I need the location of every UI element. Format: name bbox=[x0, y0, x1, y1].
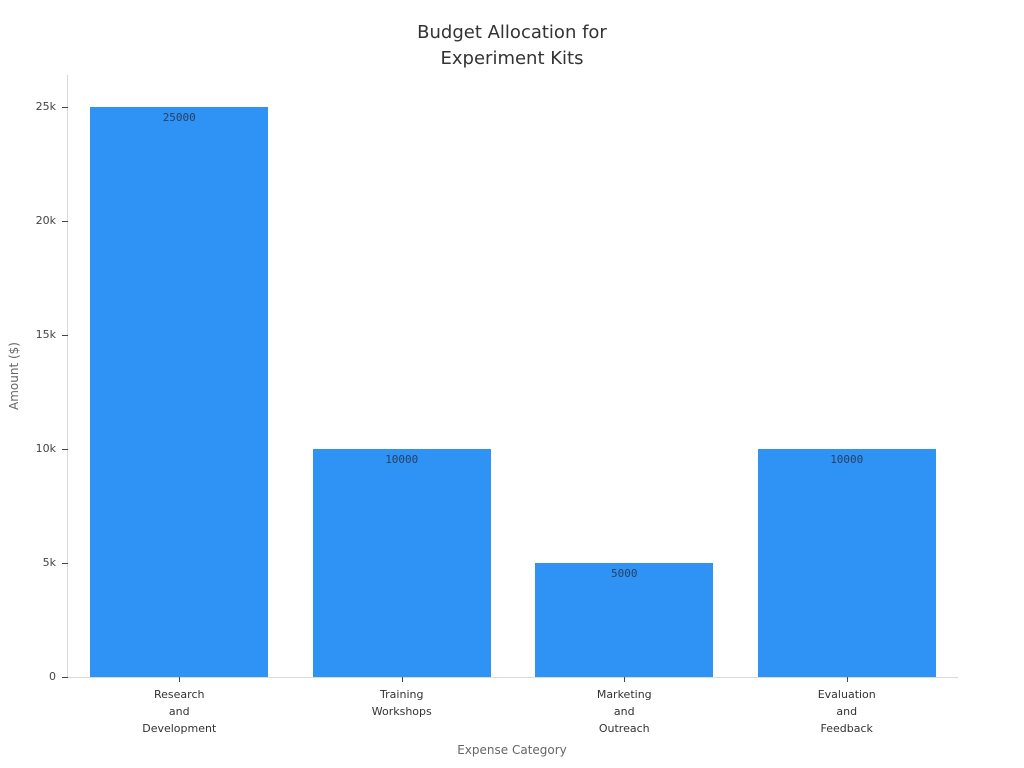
bar: 10000 bbox=[757, 449, 936, 677]
y-tick-label: 5k bbox=[42, 556, 56, 569]
y-tick-mark bbox=[62, 449, 68, 450]
bar-value-label: 25000 bbox=[162, 111, 196, 124]
x-axis-title: Expense Category bbox=[457, 743, 567, 757]
x-tick-mark bbox=[846, 677, 848, 682]
x-tick: Marketing and Outreach bbox=[513, 677, 736, 737]
y-tick-label: 15k bbox=[35, 328, 56, 341]
x-tick-mark bbox=[179, 677, 181, 682]
bar-slot: 10000 bbox=[736, 107, 959, 677]
bar-value-label: 5000 bbox=[611, 567, 638, 580]
bar-slot: 25000 bbox=[68, 107, 291, 677]
y-tick-label: 25k bbox=[35, 100, 56, 113]
x-tick-label: Marketing and Outreach bbox=[596, 688, 652, 735]
plot-area: 25000 10000 5000 10000 bbox=[68, 107, 958, 677]
x-tick: Evaluation and Feedback bbox=[736, 677, 959, 737]
bar: 10000 bbox=[312, 449, 491, 677]
x-tick-label: Training Workshops bbox=[371, 688, 432, 718]
x-axis-ticks: Research and Development Training Worksho… bbox=[68, 677, 958, 737]
x-tick: Research and Development bbox=[68, 677, 291, 737]
bar-value-label: 10000 bbox=[385, 453, 419, 466]
y-tick-mark bbox=[62, 677, 68, 678]
y-axis-title: Amount ($) bbox=[7, 342, 21, 410]
bar-value-label: 10000 bbox=[830, 453, 864, 466]
chart-title: Budget Allocation for Experiment Kits bbox=[417, 22, 607, 69]
y-tick-label: 10k bbox=[35, 442, 56, 455]
x-tick-label: Research and Development bbox=[142, 688, 217, 735]
y-tick-mark bbox=[62, 107, 68, 108]
x-tick-label: Evaluation and Feedback bbox=[817, 688, 876, 735]
x-tick: Training Workshops bbox=[291, 677, 514, 737]
bar: 5000 bbox=[535, 563, 714, 677]
x-axis-line bbox=[68, 677, 958, 678]
y-tick-mark bbox=[62, 335, 68, 336]
y-tick-mark bbox=[62, 563, 68, 564]
bar-slot: 5000 bbox=[513, 107, 736, 677]
y-tick-label: 20k bbox=[35, 214, 56, 227]
y-tick-mark bbox=[62, 221, 68, 222]
x-tick-mark bbox=[401, 677, 403, 682]
y-axis-line bbox=[67, 75, 68, 677]
bar-slot: 10000 bbox=[291, 107, 514, 677]
bar: 25000 bbox=[90, 107, 269, 677]
y-tick-label: 0 bbox=[49, 670, 56, 683]
x-tick-mark bbox=[624, 677, 626, 682]
